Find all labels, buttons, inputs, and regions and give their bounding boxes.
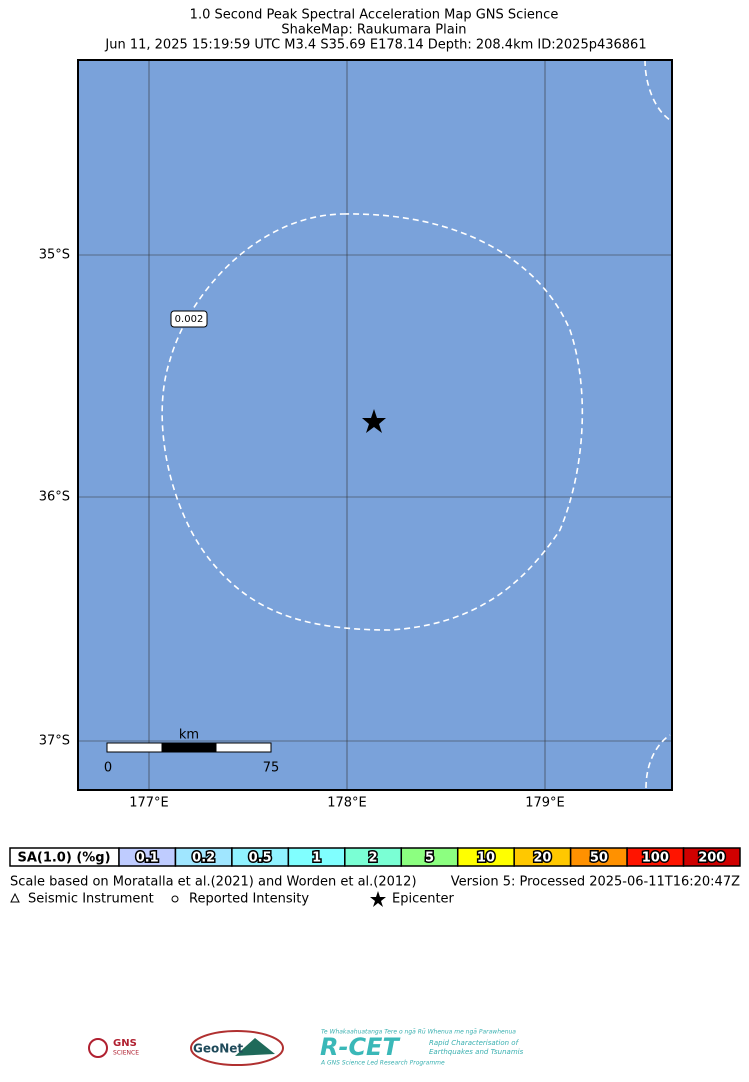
- legend-label: 100: [642, 851, 669, 866]
- gns-logo: GNS: [113, 1038, 137, 1049]
- legend-label: 0.2: [192, 851, 215, 866]
- reported-label: Reported Intensity: [189, 892, 309, 907]
- lon-label: 177°E: [129, 796, 169, 811]
- title: 1.0 Second Peak Spectral Acceleration Ma…: [190, 8, 559, 23]
- rcet-top: Te Whakaahuatanga Tere o ngā Rū Whenua m…: [321, 1029, 516, 1036]
- legend-label: 5: [425, 851, 434, 866]
- legend-cell: [682, 847, 741, 867]
- legend-label: 0.5: [249, 851, 272, 866]
- contour-label: 0.002: [175, 314, 204, 325]
- legend-label: 50: [590, 851, 608, 866]
- legend-label: 20: [533, 851, 551, 866]
- gns-logo-sub: SCIENCE: [113, 1050, 139, 1057]
- legend-label: 2: [369, 851, 378, 866]
- lat-label: 36°S: [39, 490, 70, 505]
- legend-label: 10: [477, 851, 495, 866]
- legend-title: SA(1.0) (%g): [17, 851, 110, 866]
- lon-label: 178°E: [327, 796, 367, 811]
- scale-bar: [106, 742, 163, 753]
- epicenter-label: Epicenter: [392, 892, 455, 907]
- legend-label: 200: [698, 851, 725, 866]
- version: Version 5: Processed 2025-06-11T16:20:47…: [451, 875, 740, 890]
- map-frame: [77, 59, 673, 791]
- scale-label: 0: [104, 761, 112, 776]
- lat-label: 35°S: [39, 248, 70, 263]
- legend-label: 1: [312, 851, 321, 866]
- lon-label: 179°E: [525, 796, 565, 811]
- seismic-label: Seismic Instrument: [28, 892, 154, 907]
- rcet-desc: Rapid Characterisation of: [429, 1039, 520, 1047]
- map: 0.002 km 0 75: [77, 59, 673, 791]
- legend: SA(1.0) (%g) 0.1 0.2 0.5 1 2 5 10 20 50 100 200: [9, 847, 741, 867]
- event-info: Jun 11, 2025 15:19:59 UTC M3.4 S35.69 E1…: [104, 38, 646, 53]
- contour: [644, 59, 671, 121]
- rcet-desc: Earthquakes and Tsunamis: [429, 1048, 524, 1056]
- rcet-logo: R-CET: [320, 1033, 400, 1061]
- scale-bar: [215, 742, 272, 753]
- seismic-icon: [10, 892, 20, 903]
- geonet-logo: GeoNet: [193, 1042, 243, 1056]
- scale-note: Scale based on Moratalla et al.(2021) an…: [10, 875, 417, 890]
- subtitle: ShakeMap: Raukumara Plain: [281, 23, 466, 38]
- legend-label: 0.1: [136, 851, 159, 866]
- epicenter-star: [362, 409, 386, 433]
- lat-label: 37°S: [39, 734, 70, 749]
- geonet-mountain: [235, 1038, 275, 1056]
- contour: [645, 734, 671, 789]
- scale-bar: [161, 742, 217, 753]
- contour-label-box: [170, 310, 208, 328]
- reported-icon: [171, 895, 179, 903]
- scale-label: 75: [263, 761, 280, 776]
- gns-icon: [88, 1038, 108, 1058]
- scale-unit: km: [179, 728, 199, 743]
- epicenter-icon: [370, 891, 386, 907]
- geonet-ring: [190, 1030, 284, 1066]
- contour: [161, 213, 584, 631]
- rcet-bottom: A GNS Science Led Research Programme: [320, 1060, 445, 1067]
- logos: GNS SCIENCE GeoNet Te Whakaahuatanga Ter…: [88, 1029, 524, 1067]
